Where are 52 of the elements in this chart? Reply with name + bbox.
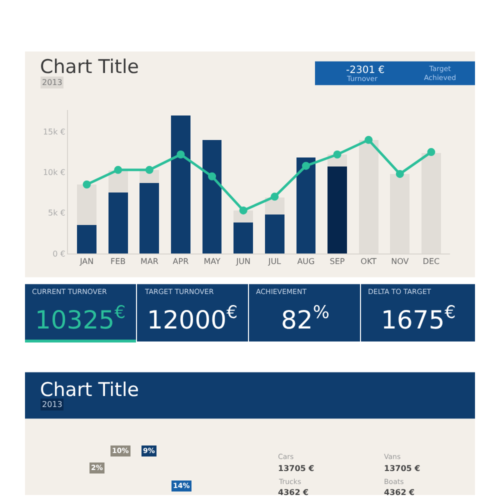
- text: -2301 €: [346, 65, 385, 76]
- bar: [328, 166, 347, 254]
- x-tick-label: NOV: [391, 257, 410, 266]
- y-tick-label: 5k €: [48, 208, 66, 218]
- point: [302, 162, 310, 170]
- point: [114, 166, 122, 174]
- x-tick-label: MAY: [204, 257, 220, 266]
- chart-subtitle: 2013: [42, 78, 62, 87]
- point: [333, 150, 342, 158]
- bar: [108, 192, 128, 254]
- point: [176, 150, 185, 158]
- x-tick-label: FEB: [110, 257, 126, 266]
- x-tick-label: OKT: [360, 257, 377, 266]
- bar: [264, 214, 284, 254]
- text: 2013: [42, 400, 62, 409]
- x-tick-label: JUN: [235, 257, 250, 266]
- bar: [171, 116, 190, 254]
- point: [396, 170, 404, 178]
- bar: [77, 184, 96, 226]
- bar: [296, 158, 316, 254]
- x-tick-label: MAR: [140, 257, 159, 266]
- point: [427, 148, 436, 156]
- x-tick-label: SEP: [330, 257, 345, 266]
- chart-title: Chart Title: [40, 56, 139, 78]
- x-tick-label: JAN: [78, 257, 94, 266]
- x-tick-label: JUL: [267, 257, 282, 266]
- y-tick-label: 15k €: [42, 128, 66, 137]
- bar: [202, 140, 222, 254]
- y-tick-label: 10k €: [42, 168, 66, 178]
- x-tick-label: DEC: [422, 257, 440, 266]
- point: [145, 166, 154, 174]
- x-tick-label: AUG: [297, 257, 315, 266]
- text: 4362 €: [384, 488, 416, 497]
- point: [270, 192, 279, 201]
- point: [208, 172, 216, 180]
- bar: [140, 182, 160, 254]
- bar: [77, 225, 96, 254]
- bar: [108, 170, 128, 193]
- text: 12000$^{€}$: [147, 303, 238, 334]
- y-tick-label: 0 €: [52, 249, 66, 258]
- text: 82$^{%}$: [281, 303, 330, 334]
- text: 13705 €: [278, 464, 315, 473]
- point: [239, 206, 248, 214]
- text: Chart Title: [40, 379, 139, 401]
- bar: [234, 222, 254, 254]
- point: [82, 180, 91, 188]
- text: 13705 €: [384, 464, 421, 473]
- text: 1675$^{€}$: [381, 303, 456, 334]
- point: [364, 136, 373, 144]
- text: 4362 €: [278, 488, 310, 497]
- x-tick-label: APR: [172, 257, 190, 266]
- text: 10325$^{€}$: [35, 303, 126, 334]
